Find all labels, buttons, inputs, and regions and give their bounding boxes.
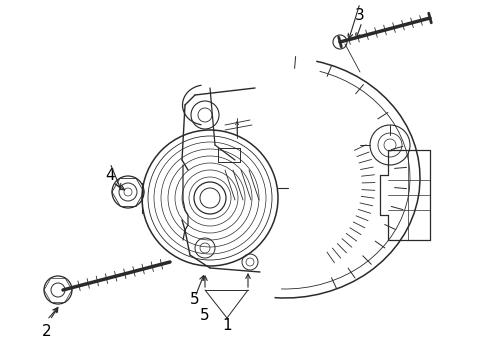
Text: 2: 2 bbox=[42, 324, 52, 339]
Text: 5: 5 bbox=[190, 292, 200, 307]
Text: 5: 5 bbox=[200, 307, 210, 323]
Text: 1: 1 bbox=[222, 318, 232, 333]
Text: 3: 3 bbox=[355, 8, 365, 23]
Text: 4: 4 bbox=[105, 167, 115, 183]
